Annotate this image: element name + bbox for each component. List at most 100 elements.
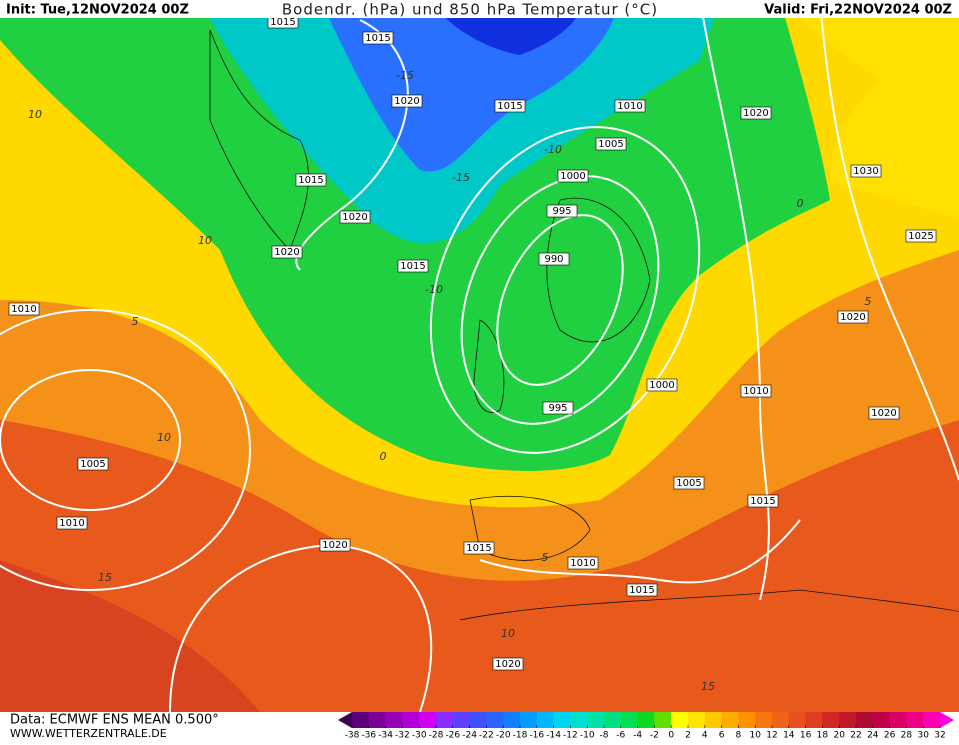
colorbar-swatch: [536, 712, 555, 728]
colorbar-tick-label: -4: [633, 731, 642, 741]
isobar-line: [699, 0, 770, 601]
header-band: [0, 0, 959, 18]
isotherm-label: 0: [797, 197, 804, 210]
isobar-label: 1005: [80, 459, 105, 470]
colorbar-swatch: [352, 712, 370, 728]
isobar-label: 1020: [342, 212, 367, 223]
colorbar-tick-label: 26: [884, 731, 896, 741]
colorbar-tick-label: -2: [650, 731, 659, 741]
colorbar-tick-label: 0: [668, 731, 674, 741]
colorbar-tick-label: -30: [412, 731, 427, 741]
isotherm-label: -10: [425, 283, 443, 296]
colorbar-tick-label: -36: [361, 731, 376, 741]
isotherm-label: 5: [865, 295, 872, 308]
north-africa: [459, 589, 959, 621]
isobar-label: 1010: [11, 304, 36, 315]
colorbar-tick-label: 6: [719, 731, 725, 741]
colorbar-swatch: [872, 712, 891, 728]
greenland: [209, 29, 309, 251]
isobar-label: 1015: [365, 33, 390, 44]
colorbar-swatch: [772, 712, 790, 728]
valid-label: Valid: Fri,22NOV2024 00Z: [764, 3, 952, 18]
isobar-label: 1020: [394, 96, 419, 107]
isobar-label-box: [557, 169, 589, 183]
colorbar-swatch: [738, 712, 756, 728]
colorbar-tick-label: -6: [616, 731, 625, 741]
isobar-label-box: [595, 137, 627, 151]
colorbar-tick-label: 28: [901, 731, 913, 741]
isobar-label: 1010: [743, 386, 768, 397]
colorbar-arrow: [940, 712, 954, 728]
isobar-label: 995: [548, 403, 567, 414]
field-warm: [0, 560, 260, 712]
colorbar-swatch: [923, 712, 941, 728]
isotherm-label: 15: [98, 571, 112, 584]
isobar-label-box: [397, 259, 429, 273]
isobar-label-box: [492, 657, 524, 671]
colorbar-tick-label: 16: [800, 731, 812, 741]
colorbar-swatch: [688, 712, 706, 728]
isobar-label-box: [850, 164, 882, 178]
colorbar-swatch: [385, 712, 403, 728]
isobar-label: 1020: [274, 247, 299, 258]
isobar-label-box: [295, 173, 327, 187]
isotherm-label: 10: [501, 627, 515, 640]
isobar-label-box: [542, 401, 574, 415]
colorbar-tick-label: 30: [917, 731, 929, 741]
isobar-label: 1000: [649, 380, 674, 391]
isobar-label: 1010: [59, 518, 84, 529]
colorbar-swatch: [436, 712, 454, 728]
colorbar-swatch: [906, 712, 924, 728]
iberia: [469, 495, 591, 561]
isobar-label: 1015: [497, 101, 522, 112]
isobar-label: 1005: [598, 139, 623, 150]
colorbar-swatch: [368, 712, 387, 728]
colorbar-tick-label: 24: [867, 731, 879, 741]
colorbar-swatch: [671, 712, 689, 728]
isobar-label-box: [567, 556, 599, 570]
colorbar-swatch: [452, 712, 471, 728]
isobar-label-box: [538, 252, 570, 266]
isobar-label: 1020: [871, 408, 896, 419]
isobar-label: 1000: [560, 171, 585, 182]
colorbar-tick-label: 18: [817, 731, 829, 741]
field-yellow-ne: [780, 0, 959, 220]
isotherm-label: 5: [542, 551, 549, 564]
isobar-label: 990: [544, 254, 563, 265]
isobar-line: [0, 309, 251, 591]
colorbar-swatch: [889, 712, 907, 728]
data-source: Data: ECMWF ENS MEAN 0.500°: [10, 713, 219, 728]
site-url: WWW.WETTERZENTRALE.DE: [10, 727, 167, 740]
isobar-label-box: [673, 476, 705, 490]
isobar-label: 1020: [840, 312, 865, 323]
colorbar-swatch: [553, 712, 571, 728]
colorbar-tick-label: 14: [783, 731, 795, 741]
isotherm-label: -10: [544, 143, 562, 156]
colorbar-swatch: [704, 712, 723, 728]
colorbar-tick-label: -28: [429, 731, 444, 741]
colorbar-tick-label: -38: [345, 731, 360, 741]
colorbar-tick-label: -8: [600, 731, 609, 741]
isobar-label: 1020: [322, 540, 347, 551]
colorbar-swatch: [402, 712, 420, 728]
map-title: Bodendr. (hPa) und 850 hPa Temperatur (°…: [282, 1, 658, 19]
isobar-label-box: [747, 494, 779, 508]
colorbar-swatch: [755, 712, 773, 728]
isobar-label-box: [77, 457, 109, 471]
colorbar-swatch: [503, 712, 521, 728]
isobar-label-box: [626, 583, 658, 597]
isobar-label-box: [614, 99, 646, 113]
isobar-label-box: [740, 106, 772, 120]
isobar-label: 1030: [853, 166, 878, 177]
isobar-label-box: [546, 204, 578, 218]
isotherm-label: -15: [452, 171, 470, 184]
colorbar-swatch: [839, 712, 857, 728]
isobar-line: [819, 0, 959, 481]
isobar-label: 1020: [495, 659, 520, 670]
colorbar-tick-label: 2: [685, 731, 691, 741]
isotherm-label: 0: [380, 450, 387, 463]
colorbar-swatch: [520, 712, 538, 728]
colorbar-swatch: [805, 712, 823, 728]
